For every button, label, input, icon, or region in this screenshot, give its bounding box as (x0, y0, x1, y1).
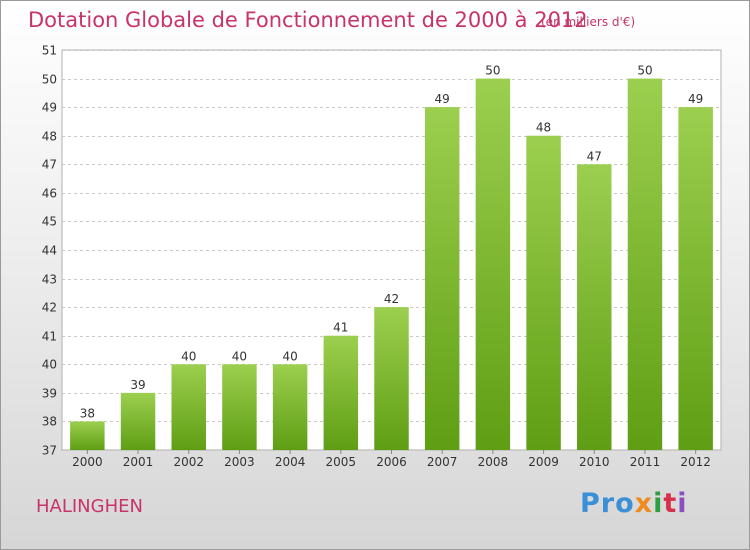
data-label-2007: 49 (435, 92, 450, 106)
data-label-2010: 47 (587, 149, 602, 163)
bar-2012 (678, 107, 713, 451)
y-tick-label: 46 (42, 187, 57, 201)
data-label-2008: 50 (485, 64, 500, 78)
y-tick-label: 48 (42, 130, 57, 144)
data-label-2000: 38 (80, 406, 95, 420)
y-tick-label: 45 (42, 215, 57, 229)
y-tick-label: 38 (42, 415, 57, 429)
y-tick-label: 47 (42, 158, 57, 172)
data-label-2009: 48 (536, 121, 551, 135)
bar-2005 (323, 335, 359, 450)
bar-2006 (374, 307, 409, 450)
proxiti-logo: Proxiti (580, 488, 688, 519)
x-tick-label-2002: 2002 (173, 455, 204, 469)
y-tick-label: 42 (42, 301, 57, 315)
data-label-2002: 40 (181, 349, 196, 363)
bar-2009 (526, 135, 561, 450)
y-tick-label: 39 (42, 387, 57, 401)
label-layer: 38 39 40 40 40 41 42 49 50 48 47 50 49 (80, 64, 704, 421)
x-tick-label-2000: 2000 (72, 455, 103, 469)
chart-title: Dotation Globale de Fonctionnement de 20… (28, 8, 588, 32)
axis-layer: 37 38 39 40 41 42 43 44 45 46 47 48 49 50 51 2000 2001 20… (42, 44, 711, 470)
x-tick-label-2001: 2001 (123, 455, 154, 469)
y-tick-label: 41 (42, 330, 57, 344)
data-label-2011: 50 (637, 64, 652, 78)
x-tick-label-2007: 2007 (427, 455, 458, 469)
commune-name: HALINGHEN (36, 496, 143, 517)
bar-2000 (70, 421, 105, 450)
bar-2001 (120, 392, 156, 450)
unit-label: (en milliers d'€) (541, 15, 636, 29)
logo-part-2: x (634, 488, 654, 519)
y-tick-label: 43 (42, 273, 57, 287)
data-label-2003: 40 (232, 349, 247, 363)
data-label-2012: 49 (688, 92, 703, 106)
y-tick-label: 44 (42, 244, 57, 258)
x-tick-label-2004: 2004 (275, 455, 306, 469)
x-tick-label-2003: 2003 (224, 455, 255, 469)
bar-2004 (272, 364, 308, 450)
bar-2011 (627, 78, 663, 451)
y-tick-label: 50 (42, 73, 57, 87)
bar-2008 (475, 78, 511, 451)
logo-part-5: i (677, 488, 688, 519)
y-tick-label: 51 (42, 44, 57, 58)
bar-2002 (171, 364, 206, 450)
x-tick-label-2005: 2005 (326, 455, 357, 469)
y-tick-label: 49 (42, 101, 57, 115)
bar-layer (70, 78, 713, 451)
logo-part-4: t (663, 488, 678, 519)
data-label-2001: 39 (130, 378, 145, 392)
x-tick-label-2009: 2009 (528, 455, 559, 469)
x-tick-label-2010: 2010 (579, 455, 610, 469)
data-label-2006: 42 (384, 292, 399, 306)
bar-2010 (577, 164, 612, 451)
data-label-2004: 40 (282, 349, 297, 363)
bar-2003 (222, 364, 257, 450)
logo-part-1: Pro (580, 488, 635, 519)
y-tick-label: 37 (42, 444, 57, 458)
x-tick-label-2011: 2011 (630, 455, 661, 469)
data-label-2005: 41 (333, 321, 348, 335)
x-tick-label-2008: 2008 (478, 455, 509, 469)
y-tick-label: 40 (42, 358, 57, 372)
x-tick-label-2006: 2006 (376, 455, 407, 469)
x-tick-label-2012: 2012 (680, 455, 711, 469)
bar-2007 (424, 107, 460, 451)
logo-part-3: i (653, 488, 664, 519)
